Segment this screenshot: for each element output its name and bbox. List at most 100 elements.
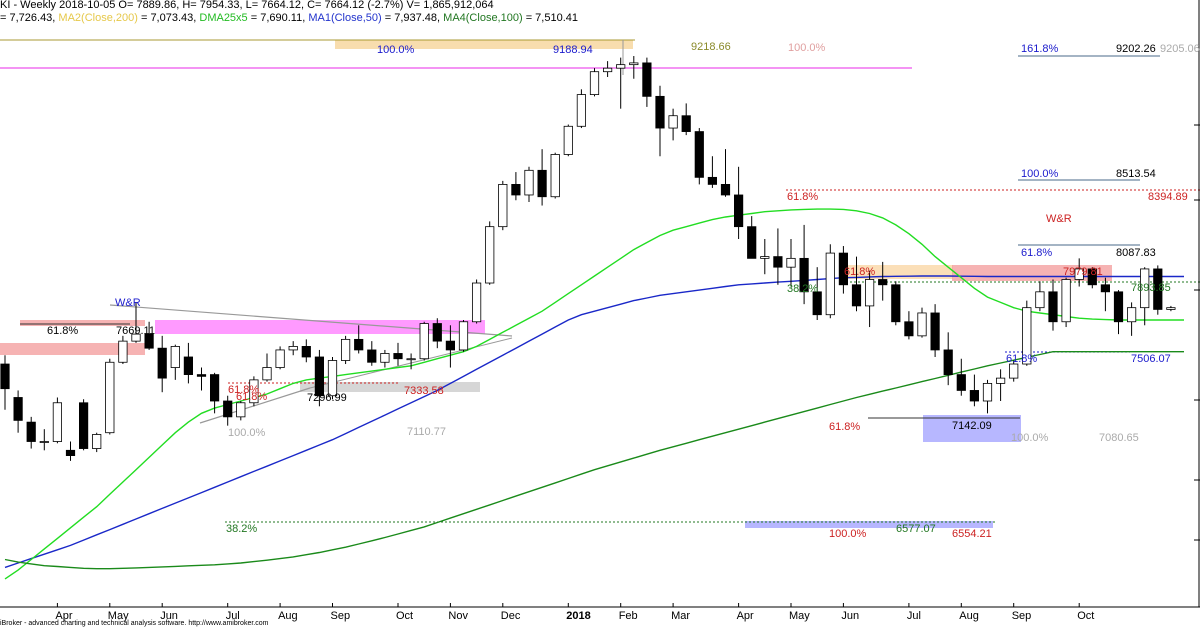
candle-down [1087, 268, 1097, 286]
candle [393, 342, 403, 366]
x-tick-label: Oct [396, 610, 413, 622]
zone-pink [155, 320, 485, 334]
candle-down [79, 402, 89, 449]
candle [445, 325, 456, 368]
candle [1140, 267, 1150, 326]
candle-up [288, 346, 298, 351]
candle [786, 238, 796, 287]
fib-618-zone-label: 61.8% [844, 266, 875, 278]
gray-trend-top [109, 304, 513, 337]
x-tick-label: Sep [1012, 610, 1032, 622]
candle [524, 166, 534, 203]
footer-credit: iBroker - advanced charting and technica… [0, 620, 269, 627]
x-tick-label: Jun [160, 610, 178, 622]
wr-label-right: W&R [1046, 213, 1072, 225]
candle [1022, 300, 1032, 366]
candle-down [734, 194, 744, 228]
candle [969, 374, 980, 407]
candle-down [904, 321, 914, 337]
x-axis: Apr May Jun Jul Aug Sep Oct Nov Dec 2018 Feb Mar Apr… [55, 603, 1094, 622]
candle-up [1074, 268, 1084, 280]
candle-up [996, 377, 1006, 384]
candle [79, 399, 89, 451]
candle [380, 349, 390, 368]
faded-low-value: 7080.65 [1099, 432, 1139, 444]
fib-618-red-value: 8394.89 [1148, 191, 1188, 203]
candle [812, 267, 822, 320]
candle [668, 108, 678, 141]
candle-up [249, 379, 259, 404]
fib-618-low-label: 61.8% [1006, 353, 1037, 365]
candle-down [707, 176, 718, 185]
candle [603, 61, 613, 77]
candle-down [1113, 291, 1124, 323]
candle [982, 379, 993, 414]
candle [340, 335, 351, 365]
candle-up [92, 434, 102, 449]
candle-down [65, 449, 76, 456]
annotations: W&R W&R 9188.94 9218.66 100.0% 100.0% 16… [47, 41, 1200, 540]
gold-high-label: 9218.66 [691, 41, 731, 53]
candle-up [865, 279, 875, 307]
candle-down [0, 363, 10, 390]
fib-100-right-label: 100.0% [1021, 168, 1059, 180]
dma25x5-line [4, 208, 1184, 580]
candle [904, 311, 914, 340]
candle [39, 429, 49, 451]
faded-100-label: 100.0% [1011, 432, 1049, 444]
fib-618-blue-value: 8087.83 [1116, 247, 1156, 259]
candle-up [380, 353, 390, 363]
ma-legend: = 7,726.43, MA2(Close,200) = 7,073.43, D… [0, 12, 578, 24]
candle-down [1100, 284, 1110, 293]
candle-down [1048, 291, 1058, 323]
fib-618-mid-label-1: 61.8% [228, 384, 259, 396]
ma50-value: = 7,937.48, [381, 12, 444, 24]
candle-up [668, 115, 678, 129]
zones [0, 40, 1112, 528]
candle-up [616, 64, 626, 69]
candle-up [118, 340, 128, 363]
candle-down [694, 131, 704, 178]
candle-up [1140, 268, 1150, 309]
candle-down [196, 374, 207, 377]
candle-up [825, 252, 835, 316]
candle [288, 341, 298, 356]
candle-up [1022, 307, 1032, 365]
candle-up [760, 256, 770, 259]
x-tick-label: Apr [737, 610, 754, 622]
candles [0, 56, 1176, 461]
candle [26, 416, 36, 449]
candle-down [26, 421, 36, 442]
fib-100-top-label: 100.0% [377, 44, 415, 56]
candle-up [1035, 291, 1045, 309]
candle-down [445, 340, 456, 351]
candle [498, 180, 508, 231]
ma200-value: = 7,073.43, [137, 12, 200, 24]
dma25-label: DMA25x5 [199, 12, 248, 24]
chart-title: KI - Weekly 2018-10-05 O= 7889.86, H= 79… [0, 0, 494, 11]
candle [419, 321, 429, 361]
ma100-line [4, 351, 1184, 570]
x-tick-label: Jun [841, 610, 859, 622]
candle [170, 344, 180, 380]
candle-up [982, 382, 993, 402]
fib-100-bottom-label: 100.0% [829, 528, 867, 540]
candle-down [314, 356, 325, 397]
dma25-value: = 7,690.11, [247, 12, 309, 24]
candle-down [393, 353, 403, 360]
candle [65, 441, 76, 461]
candle [694, 128, 704, 185]
candle-down [642, 62, 652, 97]
candle [655, 85, 665, 157]
candle [1153, 265, 1163, 315]
x-tick-label: Dec [501, 610, 521, 622]
candle [537, 149, 547, 206]
candle [930, 304, 940, 357]
candle [144, 321, 154, 350]
candle-up [1009, 363, 1019, 379]
candle-up [524, 169, 534, 196]
x-tick-label: Oct [1077, 610, 1094, 622]
candle-up [131, 333, 141, 342]
candle-down [891, 284, 901, 323]
